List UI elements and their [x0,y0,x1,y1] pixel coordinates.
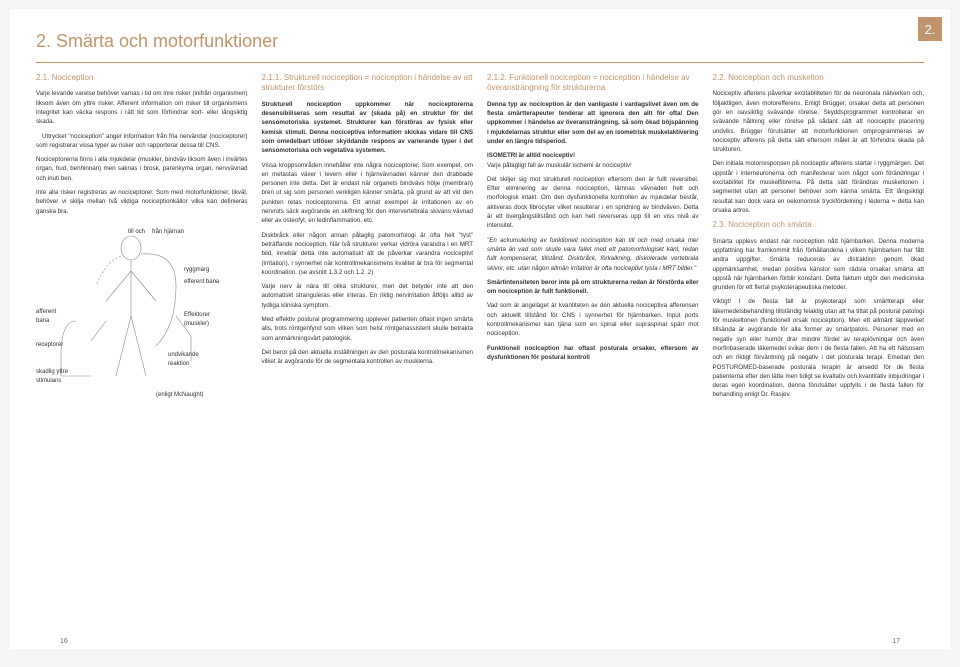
chapter-badge: 2. [918,17,942,41]
columns: 2.1. Nociception Varje levande varelse b… [36,73,924,406]
column-2: 2.1.1. Strukturell nociception = nocicep… [262,73,474,406]
fig-label-4: efferent bana [184,278,219,287]
col4-p2: Den initiala motorresponsen på nocicepti… [713,159,925,215]
col2-p6: Det beror på den aktuella inställningen … [262,348,474,367]
col4-p1: Nociceptiv afferens påverkar excitabilit… [713,89,925,154]
fig-label-10: (enligt McNaught) [156,391,203,400]
fig-label-6: Effektorer (muskler) [184,311,224,329]
col3-p7: Funktionell nociception har oftast postu… [487,344,699,363]
col4-heading-1: 2.2. Nociception och muskelton [713,73,925,83]
column-1: 2.1. Nociception Varje levande varelse b… [36,73,248,406]
col2-heading: 2.1.1. Strukturell nociception = nocicep… [262,73,474,94]
fig-label-3: ryggmärg [184,266,209,275]
col2-p3: Diskbråck eller någon annan påtaglig pat… [262,231,474,277]
fig-label-2: från hjärnan [152,228,184,237]
page-number-left: 16 [60,638,68,645]
col1-p2: Uttrycket "nociception" anger informatio… [36,132,248,151]
col2-p1: Strukturell nociception uppkommer när no… [262,100,474,156]
col1-p4: Inte alla risker registreras av nocicept… [36,188,248,216]
fig-label-1: till och [128,228,145,237]
col3-p3: Det skiljer sig mot strukturell nocicept… [487,175,699,231]
col4-p3: Smärta upplevs endast när nociception nå… [713,237,925,293]
header-divider [36,62,924,63]
col1-p3: Nociceptorerna finns i alla mjukdelar (m… [36,155,248,183]
col3-p4: "En ackumulering av funktionell nocicept… [487,236,699,273]
col3-p5: Smärtintensiteten beror inte på om struk… [487,278,699,297]
fig-label-5: afferent bana [36,308,66,326]
col3-p2h: ISOMETRI är alltid nociceptiv! [487,152,575,159]
col4-p4: Viktigt! I de flesta fall är psykoterapi… [713,297,925,399]
column-4: 2.2. Nociception och muskelton Nocicepti… [713,73,925,406]
page-number-right: 17 [892,638,900,645]
col3-p1: Denna typ av nociception är den vanligas… [487,100,699,146]
col2-p5: Med effektiv postural programmering uppl… [262,315,474,343]
col2-p4: Varje nerv är nära till olika strukturer… [262,282,474,310]
col2-p2: Vissa kroppsområden innehåller inte någr… [262,161,474,226]
page-title: 2. Smärta och motorfunktioner [36,31,924,52]
col4-heading-2: 2.3. Nociception och smärta [713,220,925,230]
fig-label-7: receptorer [36,341,63,350]
col3-p2: Varje påtagligt fall av muskulär ischemi… [487,162,632,169]
anatomy-figure: till och från hjärnan ryggmärg efferent … [36,226,248,406]
col3-heading: 2.1.2. Funktionell nociception = nocicep… [487,73,699,94]
fig-label-8: undvikande reaktion [168,351,212,369]
col3-p6: Vad som är angeläget är kvantiteten av d… [487,301,699,338]
fig-label-9: skadlig yttre stimulans [36,368,70,386]
col1-heading: 2.1. Nociception [36,73,248,83]
page: 2. 2. Smärta och motorfunktioner 2.1. No… [10,9,950,649]
col1-p1: Varje levande varelse behöver varnas i t… [36,89,248,126]
column-3: 2.1.2. Funktionell nociception = nocicep… [487,73,699,406]
